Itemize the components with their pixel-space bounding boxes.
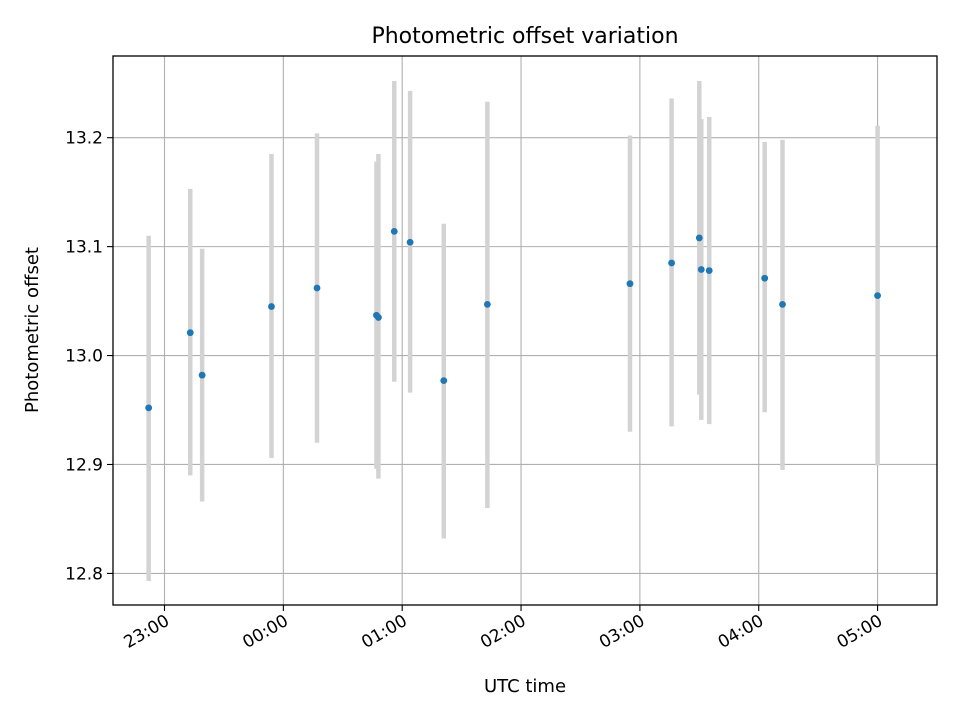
y-tick-label: 13.0 — [65, 347, 103, 367]
x-axis-label: UTC time — [484, 676, 566, 697]
data-point — [626, 280, 634, 288]
data-point — [440, 377, 448, 385]
plot-frame — [112, 55, 938, 606]
y-tick-label: 13.1 — [65, 238, 103, 258]
y-tick-label: 12.9 — [65, 455, 103, 475]
data-points — [145, 227, 881, 412]
data-point — [313, 284, 321, 292]
data-point — [375, 314, 382, 321]
y-tick-label: 13.2 — [65, 129, 103, 149]
data-point — [186, 329, 194, 337]
data-point — [874, 292, 881, 300]
data-point — [268, 303, 275, 310]
grid — [113, 56, 937, 605]
data-point — [761, 274, 769, 282]
data-point — [668, 259, 675, 267]
data-point — [145, 404, 153, 412]
data-point — [705, 267, 713, 274]
data-point — [695, 234, 703, 242]
data-point — [406, 238, 414, 246]
data-point — [198, 371, 206, 379]
y-axis-label: Photometric offset — [22, 247, 43, 413]
y-axis-ticks: 12.8 12.9 13.0 13.1 13.2 — [65, 129, 113, 584]
chart-title: Photometric offset variation — [371, 24, 678, 49]
data-point — [697, 266, 705, 273]
data-point — [390, 227, 398, 235]
data-point — [483, 300, 491, 308]
data-point — [779, 300, 786, 308]
y-tick-label: 12.8 — [65, 564, 103, 584]
